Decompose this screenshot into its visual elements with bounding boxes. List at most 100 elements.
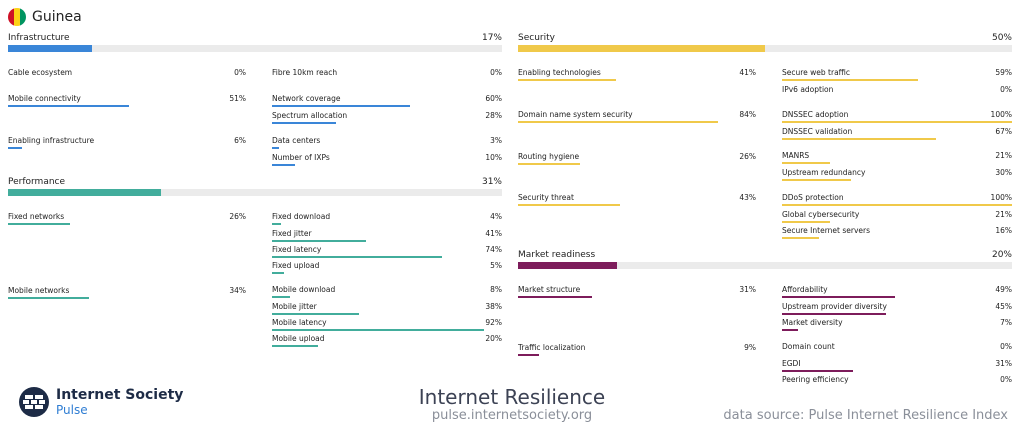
metric-mobile-download[interactable]: Mobile download 8% (272, 285, 502, 298)
metric-ipv6-adoption[interactable]: IPv6 adoption 0% (782, 85, 1012, 98)
metric-bar-track (518, 296, 756, 298)
pillar-performance[interactable]: Performance 31% (8, 177, 502, 196)
metric-peering-efficiency[interactable]: Peering efficiency 0% (782, 375, 1012, 388)
metric-routing-hygiene[interactable]: Routing hygiene 26% (518, 152, 756, 165)
metric-data-centers[interactable]: Data centers 3% (272, 136, 502, 149)
metric-value: 20% (485, 334, 502, 343)
metric-dnssec-adoption[interactable]: DNSSEC adoption 100% (782, 110, 1012, 123)
country-name: Guinea (32, 9, 82, 25)
metric-bar-track (782, 370, 1012, 372)
metric-value: 3% (490, 136, 502, 145)
metric-bar-track (518, 204, 756, 206)
pillar-market[interactable]: Market readiness 20% (518, 250, 1012, 269)
pillar-bar-track (8, 189, 502, 196)
metric-label: DDoS protection (782, 193, 844, 202)
metric-value: 100% (990, 193, 1012, 202)
pillar-infrastructure[interactable]: Infrastructure 17% (8, 33, 502, 52)
metric-upstream-provider-diversity[interactable]: Upstream provider diversity 45% (782, 302, 1012, 315)
metric-label: Market structure (518, 285, 581, 294)
metric-bar-track (518, 79, 756, 81)
metric-domain-name-system-security[interactable]: Domain name system security 84% (518, 110, 756, 123)
metric-fixed-jitter[interactable]: Fixed jitter 41% (272, 229, 502, 242)
metric-manrs[interactable]: MANRS 21% (782, 151, 1012, 164)
metric-bar-track (518, 354, 756, 356)
metric-market-structure[interactable]: Market structure 31% (518, 285, 756, 298)
metric-bar-track (518, 121, 756, 123)
metric-mobile-jitter[interactable]: Mobile jitter 38% (272, 302, 502, 315)
metric-market-diversity[interactable]: Market diversity 7% (782, 318, 1012, 331)
metric-value: 100% (990, 110, 1012, 119)
metric-secure-internet-servers[interactable]: Secure Internet servers 16% (782, 226, 1012, 239)
metric-bar-fill (272, 147, 279, 149)
metric-label: IPv6 adoption (782, 85, 834, 94)
metric-mobile-networks[interactable]: Mobile networks 34% (8, 286, 246, 299)
footer-url[interactable]: pulse.internetsociety.org (431, 408, 593, 423)
pillar-security[interactable]: Security 50% (518, 33, 1012, 52)
isoc-pulse-logo[interactable]: Internet Society Pulse (18, 386, 183, 418)
metric-label: Traffic localization (518, 343, 586, 352)
metric-bar-fill (272, 272, 284, 274)
metric-value: 45% (995, 302, 1012, 311)
metric-enabling-technologies[interactable]: Enabling technologies 41% (518, 68, 756, 81)
pillar-label: Market readiness (518, 250, 596, 260)
metric-bar-fill (782, 204, 1012, 206)
metric-fixed-download[interactable]: Fixed download 4% (272, 212, 502, 225)
metric-bar-track (272, 223, 502, 225)
metric-egdi[interactable]: EGDI 31% (782, 359, 1012, 372)
metric-security-threat[interactable]: Security threat 43% (518, 193, 756, 206)
metric-bar-fill (782, 329, 799, 331)
metric-value: 41% (485, 229, 502, 238)
metric-value: 8% (490, 285, 502, 294)
metric-bar-track (272, 122, 502, 124)
metric-label: Fibre 10km reach (272, 68, 338, 77)
metric-bar-fill (8, 297, 89, 299)
flag-stripe-yellow (14, 8, 20, 26)
metric-bar-track (272, 147, 502, 149)
metric-fixed-networks[interactable]: Fixed networks 26% (8, 212, 246, 225)
metric-value: 6% (234, 136, 246, 145)
metric-spectrum-allocation[interactable]: Spectrum allocation 28% (272, 111, 502, 124)
metric-enabling-infrastructure[interactable]: Enabling infrastructure 6% (8, 136, 246, 149)
metric-label: Routing hygiene (518, 152, 580, 161)
metric-mobile-connectivity[interactable]: Mobile connectivity 51% (8, 94, 246, 107)
metric-fixed-upload[interactable]: Fixed upload 5% (272, 261, 502, 274)
metric-global-cybersecurity[interactable]: Global cybersecurity 21% (782, 210, 1012, 223)
metric-label: Domain name system security (518, 110, 633, 119)
metric-bar-fill (272, 105, 410, 107)
metric-ddos-protection[interactable]: DDoS protection 100% (782, 193, 1012, 206)
metric-label: Peering efficiency (782, 375, 849, 384)
metric-bar-track (272, 240, 502, 242)
metric-upstream-redundancy[interactable]: Upstream redundancy 30% (782, 168, 1012, 181)
metric-affordability[interactable]: Affordability 49% (782, 285, 1012, 298)
metric-bar-track (8, 297, 246, 299)
metric-domain-count[interactable]: Domain count 0% (782, 342, 1012, 355)
metric-cable-ecosystem[interactable]: Cable ecosystem 0% (8, 68, 246, 81)
metric-bar-track (782, 353, 1012, 355)
metric-bar-fill (272, 296, 291, 298)
metric-dnssec-validation[interactable]: DNSSEC validation 67% (782, 127, 1012, 140)
metric-fixed-latency[interactable]: Fixed latency 74% (272, 245, 502, 258)
metric-bar-track (782, 221, 1012, 223)
pillar-label: Security (518, 33, 555, 43)
pillar-value: 50% (991, 33, 1012, 43)
metric-value: 67% (995, 127, 1012, 136)
metric-mobile-latency[interactable]: Mobile latency 92% (272, 318, 502, 331)
metric-traffic-localization[interactable]: Traffic localization 9% (518, 343, 756, 356)
pillar-bar-track (518, 262, 1012, 269)
metric-secure-web-traffic[interactable]: Secure web traffic 59% (782, 68, 1012, 81)
metric-bar-track (782, 237, 1012, 239)
metric-number-of-ixps[interactable]: Number of IXPs 10% (272, 153, 502, 166)
metric-value: 30% (995, 168, 1012, 177)
metric-bar-track (272, 79, 502, 81)
metric-value: 21% (995, 210, 1012, 219)
metric-value: 0% (1000, 85, 1012, 94)
metric-network-coverage[interactable]: Network coverage 60% (272, 94, 502, 107)
metric-mobile-upload[interactable]: Mobile upload 20% (272, 334, 502, 347)
footer-title: Internet Resilience (418, 385, 606, 409)
metric-fibre-10km-reach[interactable]: Fibre 10km reach 0% (272, 68, 502, 81)
metric-bar-fill (782, 138, 937, 140)
metric-value: 7% (1000, 318, 1012, 327)
metric-bar-track (272, 329, 502, 331)
isoc-globe-icon (19, 387, 49, 417)
metric-value: 51% (229, 94, 246, 103)
